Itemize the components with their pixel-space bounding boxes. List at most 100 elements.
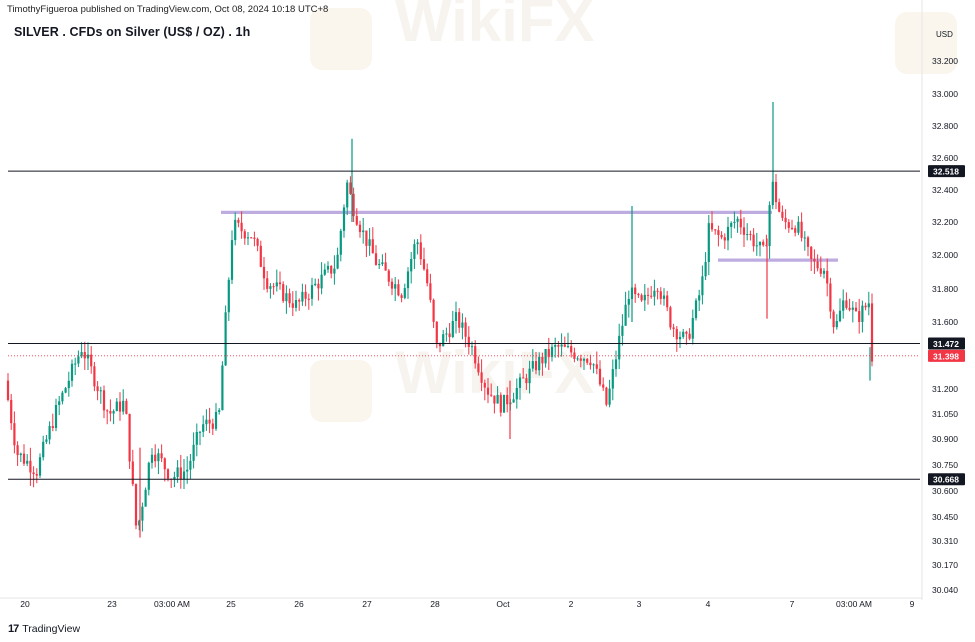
- candle-body: [99, 390, 102, 392]
- candle-body: [829, 283, 832, 312]
- candle-body: [262, 266, 266, 279]
- candle-body: [576, 358, 579, 360]
- tradingview-brand[interactable]: 17 TradingView: [8, 623, 80, 635]
- candle-body: [723, 237, 726, 241]
- candle-body: [835, 321, 838, 328]
- candle-body: [90, 354, 93, 367]
- candle-body: [336, 254, 339, 269]
- candle-body: [246, 237, 250, 239]
- candle-body: [429, 283, 432, 300]
- candle-body: [790, 227, 794, 229]
- candle-body: [518, 377, 522, 388]
- candle-body: [461, 322, 464, 328]
- candle-body: [579, 358, 582, 361]
- candle-body: [605, 387, 608, 405]
- candle-body: [301, 291, 304, 302]
- candle-body: [698, 295, 701, 301]
- candle-body: [13, 423, 16, 446]
- candle-body: [163, 458, 166, 470]
- candle-body: [621, 325, 624, 336]
- candle-body: [26, 460, 29, 464]
- candle-body: [48, 426, 51, 440]
- candle-body: [474, 346, 477, 364]
- level-price-label: 31.472: [933, 339, 959, 349]
- candle-body: [864, 305, 867, 308]
- candle-body: [61, 392, 64, 402]
- candle-body: [534, 361, 538, 371]
- candle-body: [282, 284, 285, 302]
- price-tick-label: 30.900: [932, 434, 958, 444]
- candle-body: [608, 388, 611, 405]
- candle-body: [365, 230, 368, 246]
- candle-body: [320, 274, 323, 289]
- candle-body: [173, 476, 176, 480]
- candle-body: [867, 303, 870, 308]
- candle-body: [346, 182, 349, 208]
- time-tick-label: 26: [294, 599, 304, 609]
- candle-body: [147, 462, 150, 490]
- candle-body: [749, 234, 752, 236]
- candle-body: [730, 222, 733, 227]
- candle-body: [400, 295, 403, 298]
- candle-body: [186, 469, 189, 472]
- candle-body: [192, 444, 195, 461]
- watermark-text: WikiFX: [395, 0, 595, 54]
- candle-body: [22, 453, 26, 464]
- candle-body: [538, 356, 541, 371]
- candle-body: [557, 345, 560, 347]
- candle-body: [406, 271, 410, 289]
- candle-body: [787, 222, 790, 228]
- candle-body: [102, 390, 106, 411]
- candle-body: [205, 419, 208, 425]
- candle-body: [394, 284, 397, 289]
- candle-body: [74, 363, 77, 365]
- candle-body: [202, 424, 205, 432]
- candle-body: [445, 333, 448, 335]
- candle-body: [93, 366, 96, 387]
- candle-body: [403, 288, 406, 298]
- candle-body: [669, 307, 672, 328]
- candle-body: [464, 322, 467, 337]
- candle-body: [179, 467, 182, 480]
- candle-body: [528, 368, 531, 384]
- candle-body: [413, 244, 416, 259]
- candle-body: [614, 359, 618, 370]
- candle-body: [506, 394, 509, 405]
- candle-body: [387, 270, 390, 282]
- candle-body: [659, 291, 662, 299]
- candle-body: [160, 453, 163, 459]
- candle-body: [368, 239, 371, 246]
- candle-body: [566, 346, 570, 348]
- candle-body: [800, 221, 803, 238]
- candle-body: [678, 336, 682, 340]
- candle-body: [144, 489, 147, 507]
- candle-body: [499, 394, 502, 413]
- candle-body: [525, 378, 528, 384]
- level-price-tag: [928, 337, 965, 350]
- time-tick-label: 25: [226, 599, 236, 609]
- candle-body: [112, 411, 115, 414]
- time-tick-label: Oct: [496, 599, 510, 609]
- price-tick-label: 32.200: [932, 217, 958, 227]
- candle-body: [861, 305, 864, 322]
- candle-body: [531, 361, 534, 369]
- candle-body: [422, 259, 426, 270]
- candle-body: [550, 346, 554, 357]
- candle-body: [589, 362, 592, 366]
- candle-body: [541, 356, 544, 364]
- candle-body: [813, 258, 816, 262]
- candle-body: [384, 262, 387, 271]
- candle-body: [371, 239, 374, 254]
- candle-body: [64, 388, 67, 393]
- candle-body: [218, 410, 221, 412]
- candle-body: [701, 276, 704, 296]
- price-tick-label: 30.170: [932, 560, 958, 570]
- candle-body: [154, 454, 157, 462]
- candle-body: [237, 219, 240, 223]
- candle-body: [784, 217, 787, 223]
- candle-body: [682, 331, 685, 337]
- candle-body: [250, 237, 253, 239]
- candle-body: [714, 229, 717, 231]
- candle-body: [560, 344, 563, 347]
